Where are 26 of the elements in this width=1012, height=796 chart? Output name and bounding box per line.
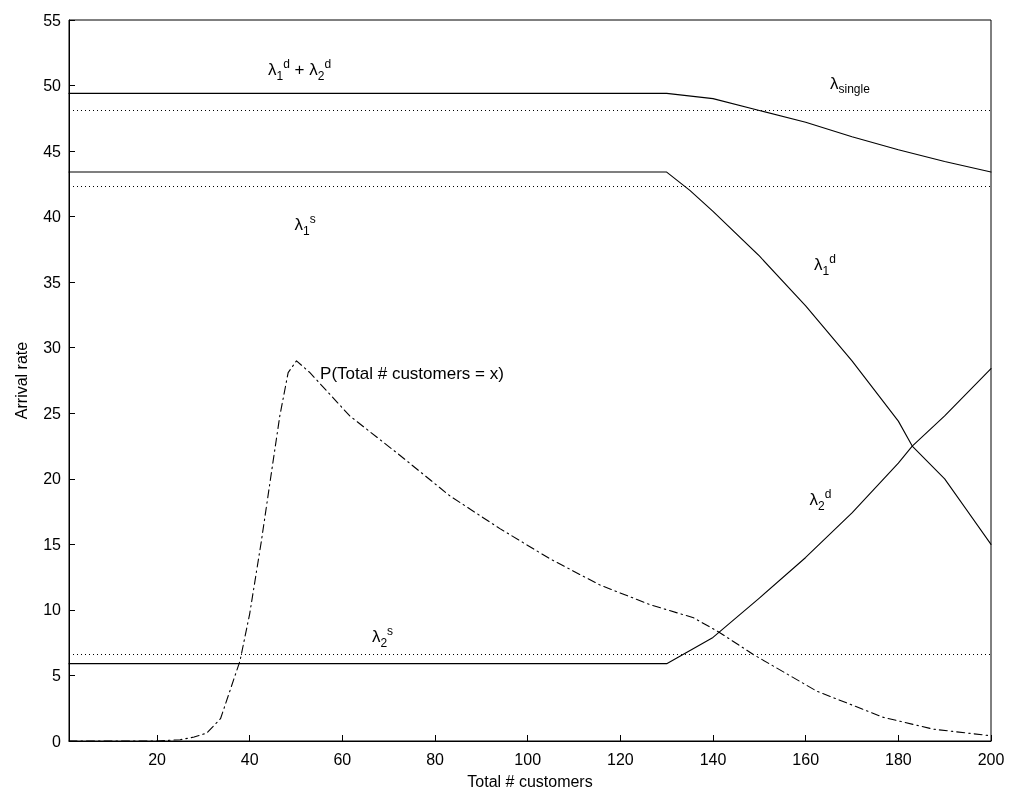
y-tick-label: 55 <box>43 11 62 29</box>
y-tick-label: 25 <box>43 404 62 422</box>
y-axis-title: Arrival rate <box>12 341 30 420</box>
x-tick-label: 120 <box>607 750 634 768</box>
x-tick-label: 200 <box>977 750 1005 768</box>
x-tick-label: 140 <box>699 750 727 768</box>
x-tick-label: 80 <box>426 750 445 768</box>
x-tick-label: 160 <box>792 750 820 768</box>
y-tick-label: 0 <box>52 732 62 750</box>
y-tick-label: 40 <box>43 208 62 226</box>
y-tick-label: 45 <box>43 142 62 160</box>
x-axis-title: Total # customers <box>467 772 593 790</box>
x-tick-label: 60 <box>333 750 352 768</box>
y-tick-label: 50 <box>43 77 62 95</box>
x-tick-label: 40 <box>240 750 259 768</box>
series-label: P(Total # customers = x) <box>320 363 504 383</box>
x-tick-label: 100 <box>514 750 542 768</box>
x-tick-label: 20 <box>148 750 167 768</box>
x-tick-label: 180 <box>884 750 912 768</box>
y-tick-label: 5 <box>52 666 62 684</box>
y-tick-label: 10 <box>43 601 62 619</box>
y-tick-label: 35 <box>43 273 62 291</box>
ref-line-label: λ$_{single}$ <box>829 73 870 97</box>
y-tick-label: 20 <box>43 470 62 488</box>
y-tick-label: 30 <box>43 339 62 357</box>
y-tick-label: 15 <box>43 535 62 553</box>
